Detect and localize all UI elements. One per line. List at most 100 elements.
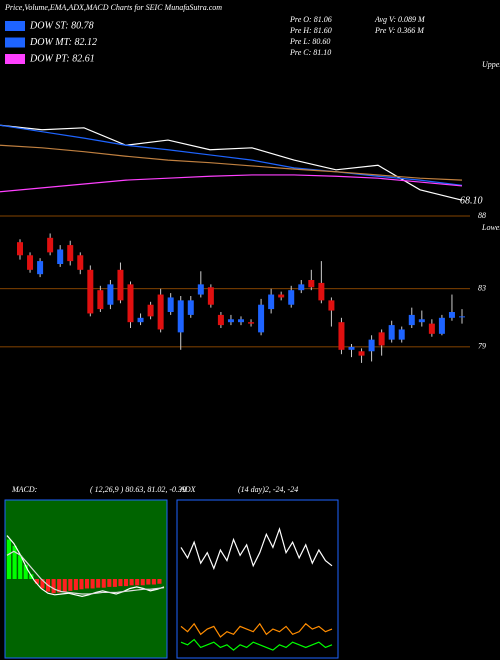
- candle-body: [17, 242, 23, 256]
- candle-body: [358, 351, 365, 356]
- candle-body: [298, 284, 305, 291]
- histogram-bar: [107, 579, 112, 587]
- histogram-bar: [146, 579, 151, 585]
- candle-body: [378, 332, 385, 346]
- stat: Avg V: 0.089 M: [374, 15, 426, 24]
- candle-body: [448, 312, 455, 318]
- candle-body: [418, 319, 425, 323]
- histogram-bar: [18, 555, 23, 579]
- histogram-bar: [57, 579, 62, 593]
- histogram-bar: [112, 579, 117, 587]
- candle-body: [157, 294, 164, 330]
- candle-body: [278, 294, 285, 298]
- histogram-bar: [118, 579, 123, 587]
- candle-body: [117, 269, 124, 301]
- legend-swatch: [5, 54, 25, 64]
- histogram-bar: [73, 579, 78, 591]
- histogram-bar: [151, 579, 156, 585]
- candle-body: [137, 317, 144, 323]
- legend-swatch: [5, 37, 25, 48]
- histogram-bar: [51, 579, 56, 594]
- candle-body: [368, 339, 375, 352]
- candle-body: [37, 261, 44, 275]
- candle-body: [258, 304, 265, 333]
- line-series: [180, 638, 333, 651]
- annotation: 68.10: [460, 195, 483, 206]
- candle-body: [408, 314, 415, 326]
- candle-body: [248, 322, 255, 324]
- panel-subtitle: ( 12,26,9 ) 80.63, 81.02, -0.39: [90, 485, 186, 494]
- candle-body: [268, 294, 275, 310]
- candle-body: [107, 284, 114, 305]
- candle-body: [77, 255, 84, 270]
- histogram-bar: [96, 579, 101, 588]
- histogram-bar: [68, 579, 73, 591]
- candle-body: [177, 300, 184, 333]
- line-series: [0, 174, 463, 193]
- page-title: Price,Volume,EMA,ADX,MACD Charts for SEI…: [4, 3, 222, 12]
- candle-body: [47, 237, 54, 253]
- candle-body: [127, 284, 134, 323]
- line-series: [0, 124, 463, 186]
- candle-body: [428, 323, 435, 334]
- legend-label: DOW MT: 82.12: [29, 37, 97, 48]
- y-tick-label: 83: [478, 284, 486, 293]
- panel-label: Upper: [482, 60, 500, 69]
- y-tick-label: 88: [478, 211, 486, 220]
- candle-body: [57, 249, 64, 264]
- histogram-bar: [79, 579, 84, 590]
- histogram-bar: [90, 579, 95, 589]
- stat: Pre C: 81.10: [289, 48, 331, 57]
- candle-body: [227, 319, 234, 323]
- candle-body: [147, 304, 154, 317]
- candle-body: [328, 300, 335, 311]
- stat: Pre H: 81.60: [289, 26, 332, 35]
- candle-body: [67, 245, 74, 262]
- histogram-bar: [85, 579, 90, 589]
- candle-body: [398, 329, 405, 340]
- line-series: [180, 526, 333, 571]
- candle-body: [338, 322, 345, 350]
- histogram-bar: [157, 579, 162, 584]
- line-series: [0, 144, 463, 181]
- line-series: [180, 622, 333, 638]
- y-tick-label: 79: [478, 342, 486, 351]
- histogram-bar: [124, 579, 129, 587]
- candle-body: [459, 316, 465, 318]
- legend-label: DOW PT: 82.61: [29, 53, 95, 64]
- candle-body: [438, 317, 445, 334]
- legend-label: DOW ST: 80.78: [29, 20, 94, 31]
- candle-body: [288, 290, 295, 305]
- candle-body: [388, 325, 395, 340]
- stat: Pre V: 0.366 M: [374, 26, 425, 35]
- panel-title: MACD:: [11, 485, 38, 494]
- candle-body: [167, 297, 174, 312]
- histogram-bar: [140, 579, 145, 586]
- candle-body: [217, 314, 224, 326]
- histogram-bar: [101, 579, 106, 588]
- line-series: [6, 550, 165, 595]
- line-series: [0, 124, 463, 201]
- candle-body: [207, 287, 214, 305]
- histogram-bar: [23, 564, 28, 579]
- candle-body: [187, 300, 194, 315]
- histogram-bar: [135, 579, 140, 586]
- stat: Pre L: 80.60: [289, 37, 330, 46]
- candle-body: [197, 284, 204, 295]
- candle-body: [318, 282, 325, 301]
- candle-body: [308, 280, 315, 288]
- candle-body: [238, 319, 244, 323]
- line-series: [6, 535, 165, 597]
- histogram-bar: [7, 539, 12, 579]
- histogram-bar: [34, 579, 39, 584]
- histogram-bar: [129, 579, 134, 586]
- legend-swatch: [5, 21, 25, 31]
- candle-body: [87, 269, 94, 314]
- histogram-bar: [62, 579, 67, 592]
- candle-body: [97, 290, 104, 310]
- candle-body: [27, 255, 34, 270]
- histogram-bar: [40, 579, 45, 589]
- panel-title: ADX: [179, 485, 197, 494]
